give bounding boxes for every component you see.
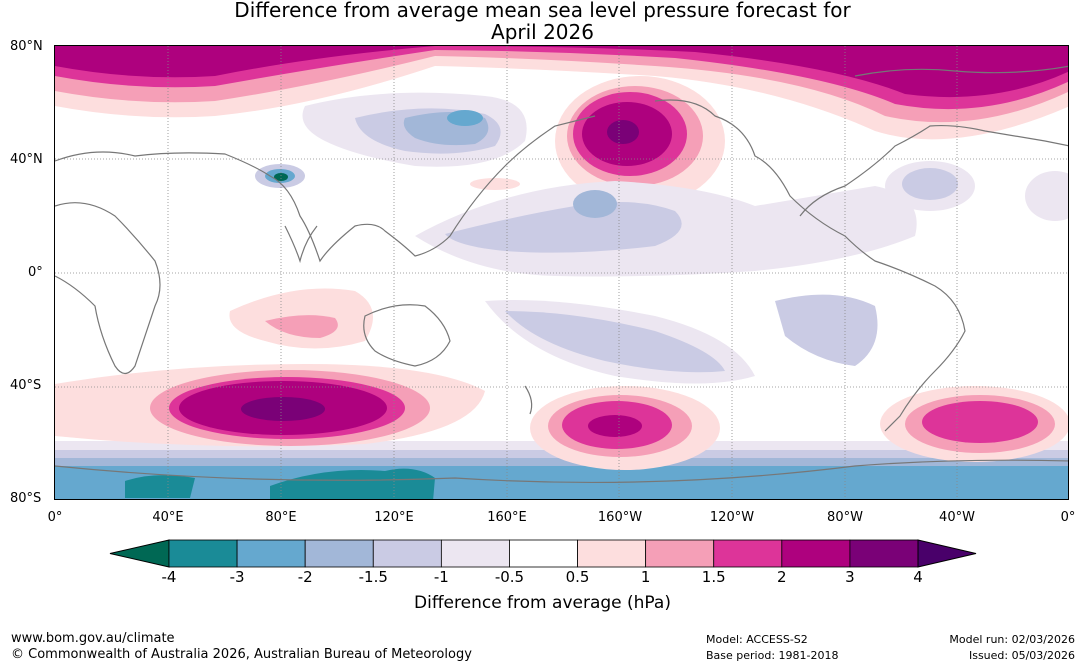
- colorbar-label: Difference from average (hPa): [414, 593, 671, 613]
- asian-negative-region: [255, 92, 527, 188]
- north-pacific-high: [555, 76, 725, 206]
- indian-ocean-positive: [229, 178, 520, 349]
- lon-label-40w: 40°W: [939, 510, 975, 525]
- colorbar-bin: [645, 539, 715, 568]
- arctic-positive-region: [55, 46, 1068, 140]
- colorbar-tick-label: -1.5: [358, 568, 388, 586]
- colorbar-tick-label: 0.5: [565, 568, 590, 586]
- colorbar-tick-label: -1: [433, 568, 449, 586]
- south-pacific-high: [530, 386, 720, 470]
- colorbar-tick-label: 2: [777, 568, 787, 586]
- colorbar-tick-label: -0.5: [494, 568, 525, 586]
- colorbar-tick-label: 1.5: [701, 568, 726, 586]
- colorbar-bin: [781, 539, 851, 568]
- colorbar-tick-label: -4: [161, 568, 177, 586]
- colorbar-bin: [236, 539, 306, 568]
- footer-copyright: © Commonwealth of Australia 2026, Austra…: [11, 647, 472, 662]
- map-title-line1: Difference from average mean sea level p…: [234, 0, 851, 22]
- lat-label-equator: 0°: [28, 265, 43, 280]
- colorbar-bin: [168, 539, 238, 568]
- colorbar-tick-label: -2: [297, 568, 313, 586]
- lon-label-0-left: 0°: [47, 510, 63, 525]
- footer-base-period: Base period: 1981-2018: [706, 649, 839, 662]
- map-title-line2: April 2026: [491, 20, 594, 44]
- colorbar-bin: [372, 539, 442, 568]
- footer-model-run: Model run: 02/03/2026: [949, 633, 1075, 646]
- lon-label-160e: 160°E: [487, 510, 527, 525]
- footer-issued: Issued: 05/03/2026: [968, 649, 1075, 662]
- lat-label-80n: 80°N: [10, 39, 43, 54]
- pacific-negative-region: [415, 161, 1068, 384]
- colorbar-tick-label: -3: [229, 568, 245, 586]
- lon-label-120e: 120°E: [374, 510, 414, 525]
- colorbar-extend-max: [917, 539, 977, 568]
- lat-label-80s: 80°S: [10, 491, 42, 506]
- footer-website-link[interactable]: www.bom.gov.au/climate: [11, 631, 175, 646]
- colorbar-tick-label: 1: [640, 568, 651, 586]
- footer-model: Model: ACCESS-S2: [706, 633, 808, 646]
- lat-lon-grid: [55, 46, 1068, 499]
- lat-label-40n: 40°N: [10, 152, 43, 167]
- lat-label-40s: 40°S: [10, 378, 42, 393]
- lon-label-80w: 80°W: [827, 510, 863, 525]
- colorbar-tick-label: 3: [845, 568, 855, 586]
- colorbar-extend-min: [109, 539, 170, 568]
- colorbar-bin: [577, 539, 647, 568]
- map-svg: [55, 46, 1068, 499]
- south-indian-ocean-high: [55, 364, 485, 447]
- pressure-anomaly-map: [54, 45, 1069, 500]
- antarctic-negative-region: [55, 441, 1068, 499]
- lon-label-0-right: 0°: [1060, 510, 1076, 525]
- colorbar-bin: [849, 539, 919, 568]
- colorbar-bin: [509, 539, 578, 568]
- lon-label-40e: 40°E: [152, 510, 184, 525]
- colorbar-bin: [713, 539, 783, 568]
- colorbar-tick-label: 4: [913, 568, 923, 586]
- lon-label-120w: 120°W: [709, 510, 755, 525]
- colorbar-bin: [440, 539, 510, 568]
- lon-label-80e: 80°E: [265, 510, 297, 525]
- coastlines: [55, 65, 1068, 484]
- colorbar-bin: [304, 539, 374, 568]
- lon-label-160w: 160°W: [597, 510, 643, 525]
- south-atlantic-high: [880, 386, 1068, 462]
